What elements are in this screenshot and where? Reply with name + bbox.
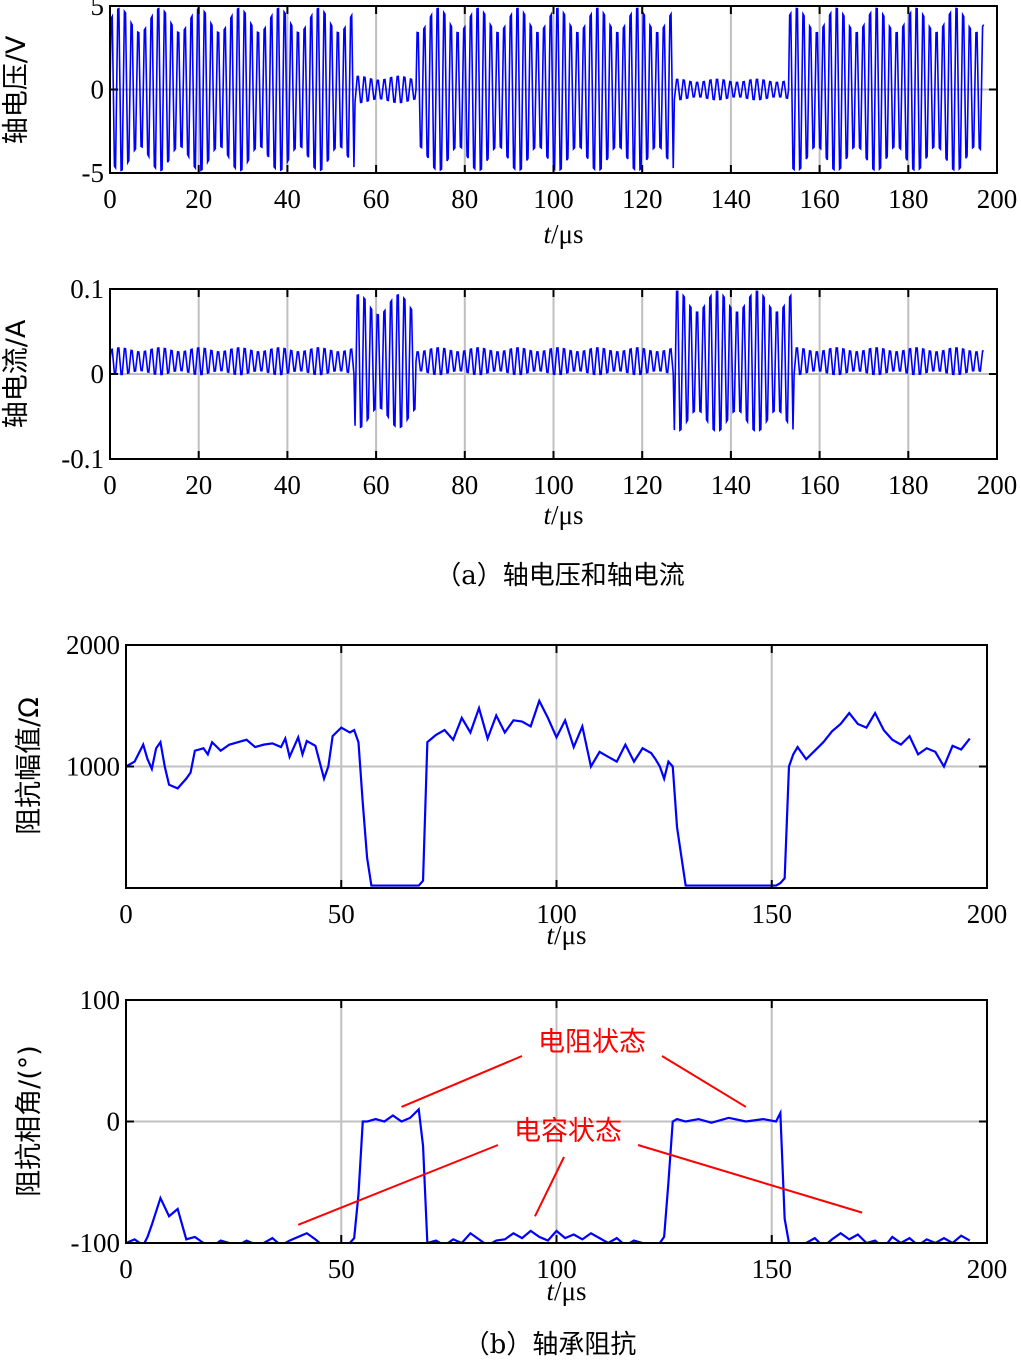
- x-tick-label: 160: [799, 470, 840, 500]
- x-tick-label: 120: [622, 184, 663, 214]
- series-line: [110, 7, 985, 172]
- x-axis-label: t/μs: [547, 920, 587, 950]
- x-tick-label: 100: [536, 899, 577, 929]
- y-tick-label: 1000: [66, 752, 120, 782]
- x-tick-label: 80: [451, 184, 478, 214]
- y-axis-label: 轴电压/V: [1, 35, 32, 144]
- x-tick-label: 180: [888, 470, 929, 500]
- y-tick-label: 0: [91, 359, 105, 389]
- x-tick-label: 50: [328, 1254, 355, 1284]
- x-tick-label: 40: [274, 470, 301, 500]
- y-tick-label: 5: [91, 0, 105, 21]
- x-tick-label: 100: [536, 1254, 577, 1284]
- x-tick-label: 0: [119, 1254, 133, 1284]
- x-tick-label: 100: [533, 184, 574, 214]
- annotation-label: 电容状态: [514, 1116, 622, 1147]
- y-tick-label: 100: [80, 985, 121, 1015]
- annotation-label: 电阻状态: [538, 1027, 646, 1058]
- x-tick-label: 0: [103, 184, 117, 214]
- x-tick-label: 150: [752, 1254, 793, 1284]
- x-tick-label: 200: [967, 899, 1008, 929]
- x-tick-label: 160: [799, 184, 840, 214]
- x-tick-label: 0: [103, 470, 117, 500]
- y-tick-label: 0.1: [70, 274, 104, 304]
- x-tick-label: 140: [711, 184, 752, 214]
- y-tick-label: -0.1: [61, 444, 104, 474]
- y-axis-label: 阻抗幅值/Ω: [14, 697, 45, 835]
- x-tick-label: 60: [363, 470, 390, 500]
- x-tick-label: 100: [533, 470, 574, 500]
- x-tick-label: 200: [967, 1254, 1008, 1284]
- caption-b: （b）轴承阻抗: [464, 1330, 637, 1360]
- annotation-leader: [661, 1055, 747, 1108]
- chart-current: 0 20 40 60 80 100 120 140 160 180 200-0.100.1t/μs轴…: [1, 274, 1017, 530]
- series-line: [126, 698, 971, 887]
- x-tick-label: 20: [185, 470, 212, 500]
- annotation-leader: [401, 1055, 523, 1108]
- annotation-leader: [637, 1144, 863, 1214]
- x-tick-label: 120: [622, 470, 663, 500]
- annotation-leader: [297, 1144, 499, 1226]
- x-tick-label: 80: [451, 470, 478, 500]
- x-tick-label: 200: [977, 470, 1018, 500]
- x-tick-label: 40: [274, 184, 301, 214]
- x-tick-label: 200: [977, 184, 1018, 214]
- y-axis-label: 阻抗相角/(°): [14, 1045, 45, 1197]
- y-tick-label: -100: [71, 1228, 121, 1258]
- caption-a: （a）轴电压和轴电流: [435, 561, 685, 591]
- x-tick-label: 50: [328, 899, 355, 929]
- y-tick-label: 0: [107, 1107, 121, 1137]
- y-axis-label: 轴电流/A: [1, 319, 32, 428]
- x-axis-label: t/μs: [547, 1276, 587, 1306]
- y-tick-label: -5: [82, 158, 105, 188]
- x-axis-label: t/μs: [544, 219, 584, 249]
- x-tick-label: 180: [888, 184, 929, 214]
- x-tick-label: 20: [185, 184, 212, 214]
- x-axis-label: t/μs: [544, 500, 584, 530]
- series-line: [110, 290, 984, 432]
- x-tick-label: 60: [363, 184, 390, 214]
- plots: 0 20 40 60 80 100 120 140 160 180 200-505t/μs轴电压/V…: [1, 0, 1017, 1306]
- series-line: [126, 1106, 971, 1243]
- y-tick-label: 0: [91, 75, 105, 105]
- chart-impedance-magnitude: 0 50 100 150 200 1000 2000 t/μs 阻抗幅值/Ω: [14, 630, 1007, 950]
- x-tick-label: 0: [119, 899, 133, 929]
- x-tick-label: 150: [752, 899, 793, 929]
- y-tick-label: 2000: [66, 630, 120, 660]
- annotation-leader: [534, 1156, 565, 1217]
- x-tick-label: 140: [711, 470, 752, 500]
